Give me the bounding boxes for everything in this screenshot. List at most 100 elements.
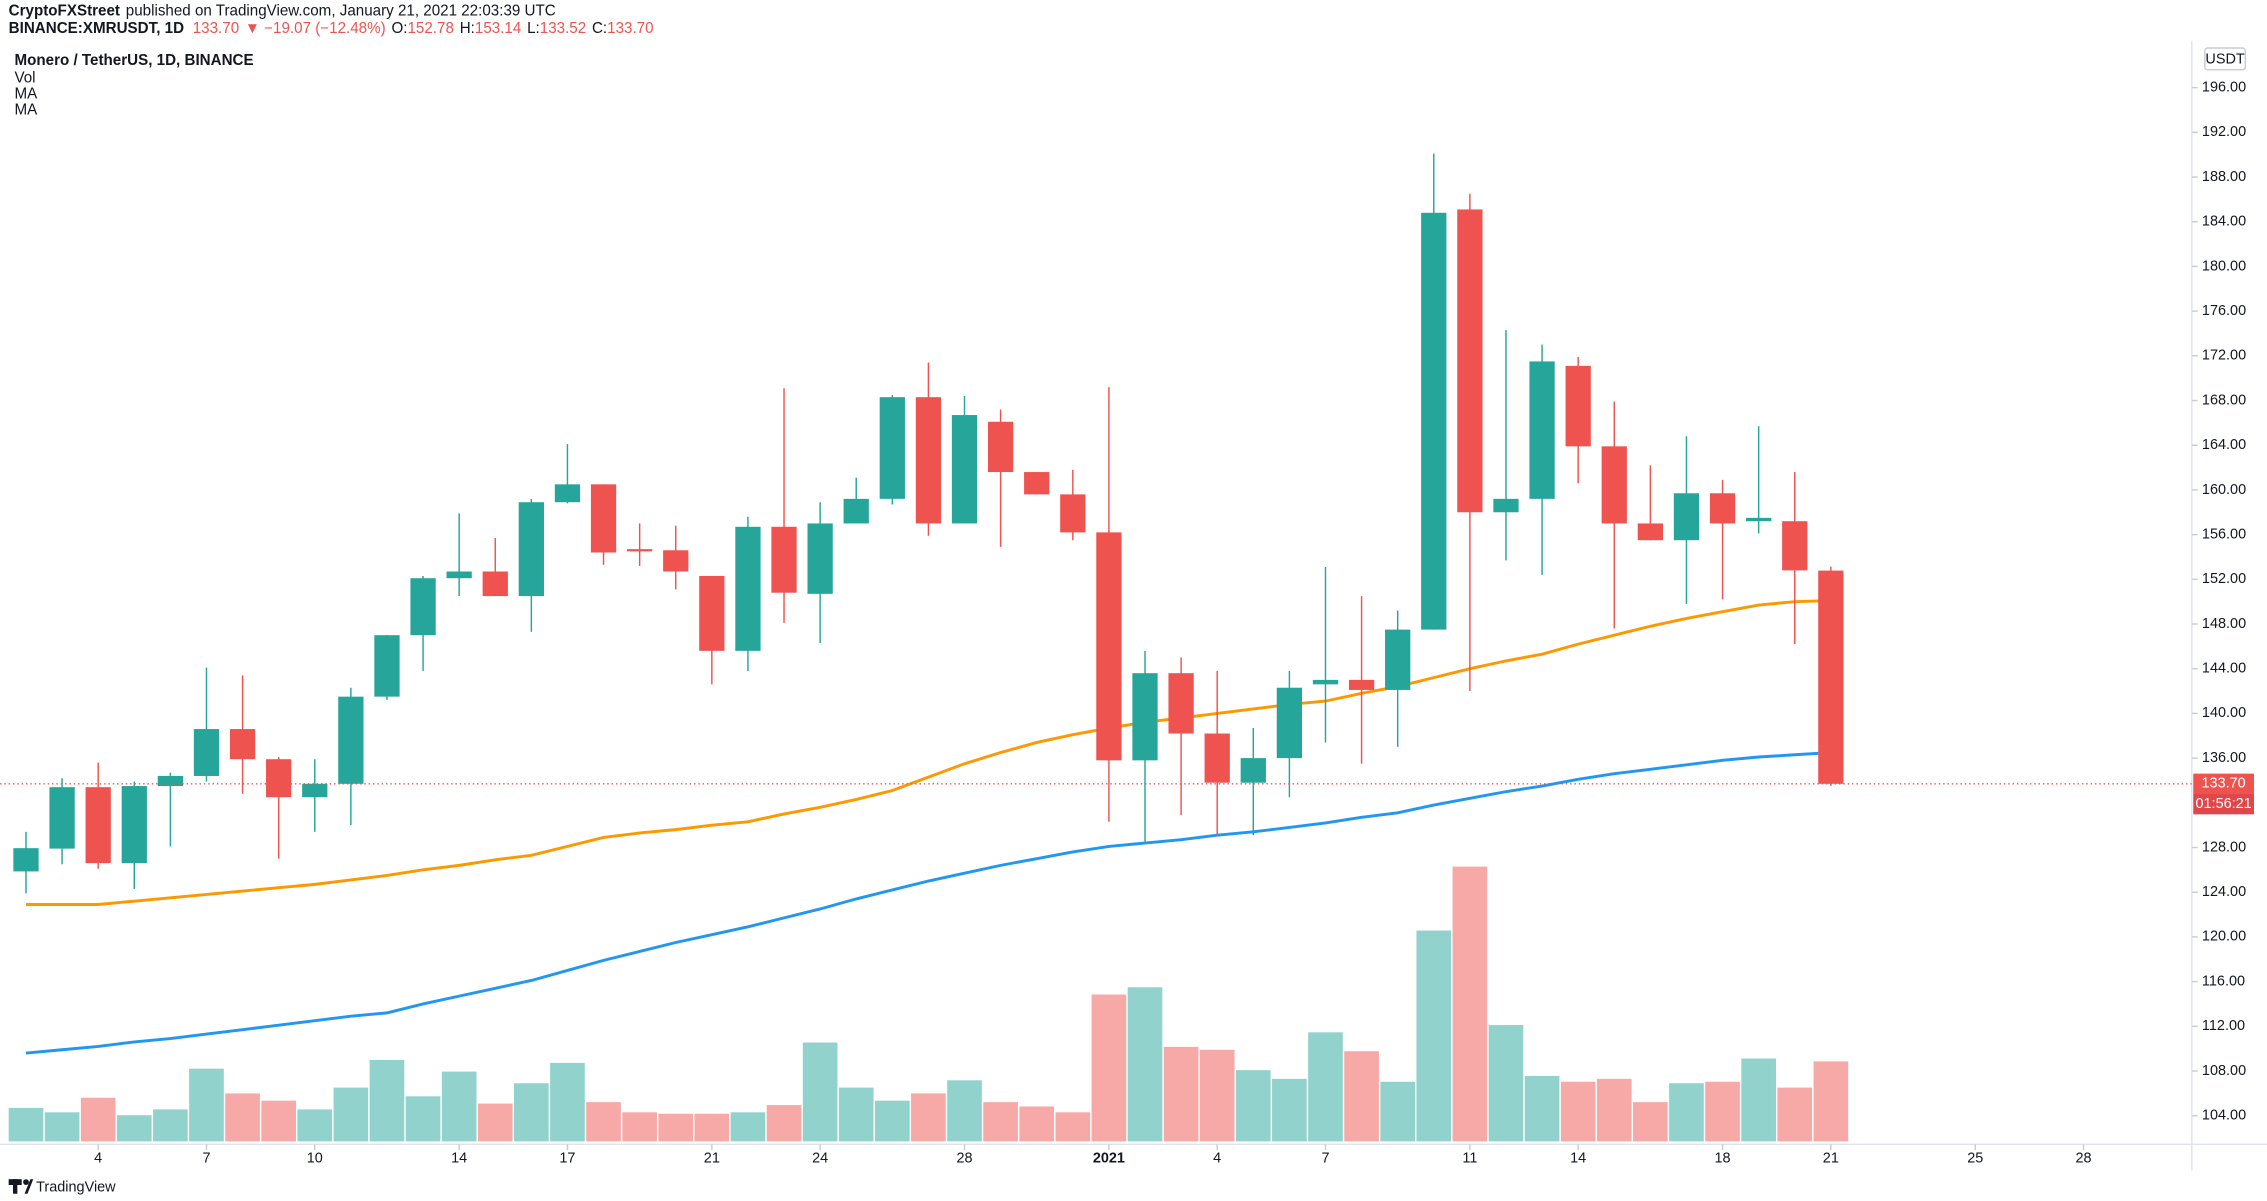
volume-bar — [586, 1102, 621, 1142]
y-tick-label: 116.00 — [2202, 973, 2245, 989]
last-price-box — [2193, 773, 2254, 794]
ohlc-value: 133.52 — [540, 20, 586, 37]
volume-bar — [1813, 1061, 1849, 1142]
volume-bar — [1235, 1070, 1271, 1142]
candle-body — [49, 787, 75, 849]
candle-body — [915, 397, 942, 524]
logo-icon — [13, 1179, 18, 1194]
x-tick-label: 28 — [956, 1151, 972, 1167]
candle-body — [627, 549, 653, 552]
candle-body — [518, 502, 544, 597]
volume-bar — [1308, 1032, 1343, 1142]
candle-body — [1276, 687, 1303, 759]
y-tick-label: 156.00 — [2202, 526, 2246, 542]
volume-bar — [116, 1115, 152, 1142]
volume-bar — [1127, 987, 1163, 1142]
x-tick-label: 11 — [1462, 1151, 1477, 1167]
logo-icon — [23, 1179, 29, 1186]
y-tick-label: 124.00 — [2202, 884, 2246, 900]
candle-body — [1132, 673, 1158, 761]
ohlc-label: C: — [592, 20, 607, 37]
volume-bar — [730, 1112, 766, 1142]
candle-body — [1240, 758, 1266, 783]
y-tick-label: 148.00 — [2202, 616, 2246, 632]
volume-bar — [477, 1103, 513, 1142]
volume-bar — [405, 1096, 441, 1142]
candle-body — [735, 526, 761, 651]
y-tick-label: 164.00 — [2202, 437, 2246, 453]
candle-body — [1637, 523, 1663, 541]
ohlc-label: L: — [527, 20, 540, 37]
volume-bar — [1199, 1049, 1235, 1142]
volume-bar — [189, 1068, 224, 1142]
volume-bar — [369, 1059, 405, 1142]
candle-body — [807, 523, 833, 594]
candle-body — [1024, 472, 1050, 495]
y-tick-label: 140.00 — [2202, 705, 2246, 721]
y-tick-label: 136.00 — [2202, 750, 2246, 766]
volume-bar — [80, 1097, 116, 1142]
x-tick-label: 2021 — [1093, 1151, 1125, 1167]
volume-bar — [622, 1112, 657, 1142]
y-tick-label: 180.00 — [2202, 258, 2246, 274]
volume-bar — [1777, 1087, 1813, 1142]
ohlc-label: O: — [391, 20, 407, 37]
x-tick-label: 7 — [202, 1151, 210, 1167]
volume-bar — [874, 1100, 910, 1142]
symbol: BINANCE:XMRUSDT, 1D — [9, 20, 184, 37]
last-price: 133.70 — [193, 20, 239, 37]
unit-box[interactable] — [2204, 47, 2247, 71]
candle-body — [554, 484, 581, 503]
candle-body — [1601, 446, 1627, 524]
legend-volume: Vol — [14, 70, 35, 87]
volume-bar — [1596, 1078, 1632, 1142]
candle-body — [482, 571, 508, 597]
candle-body — [157, 775, 184, 787]
candle-body — [338, 696, 364, 784]
candle-body — [85, 787, 111, 864]
volume-bar — [1019, 1106, 1055, 1142]
x-tick-label: 14 — [451, 1151, 467, 1167]
volume-bar — [225, 1093, 260, 1142]
legend-ma: MA — [14, 101, 38, 118]
volume-bar — [333, 1087, 369, 1142]
y-tick-label: 192.00 — [2202, 124, 2246, 140]
candle-body — [1204, 733, 1230, 783]
y-tick-label: 168.00 — [2202, 392, 2246, 408]
volume-bar — [1272, 1078, 1307, 1142]
volume-bar — [983, 1102, 1018, 1142]
candle-body — [879, 397, 905, 499]
candle-body — [1709, 493, 1736, 524]
volume-bar — [694, 1113, 730, 1142]
y-tick-label: 176.00 — [2202, 303, 2246, 319]
volume-bar — [1524, 1075, 1560, 1142]
logo: TradingView — [8, 1179, 116, 1196]
candle-body — [229, 729, 256, 760]
y-tick-label: 172.00 — [2202, 348, 2246, 364]
candle-body — [410, 578, 436, 636]
volume-bar — [44, 1112, 80, 1142]
volume-bar — [1163, 1046, 1199, 1142]
x-tick-label: 10 — [307, 1151, 323, 1167]
volume-bar — [1416, 930, 1452, 1142]
candle-body — [590, 484, 617, 553]
moving-average — [25, 599, 1831, 906]
unit-label: USDT — [2205, 51, 2244, 67]
candle-body — [1312, 679, 1339, 685]
volume-bar — [1452, 866, 1488, 1142]
y-tick-label: 104.00 — [2202, 1107, 2246, 1123]
change: ▼ −19.07 (−12.48%) — [245, 20, 386, 37]
x-tick-label: 18 — [1715, 1151, 1731, 1167]
volume-bar — [911, 1093, 946, 1142]
candle-body — [266, 759, 292, 798]
volume-bar — [1488, 1025, 1524, 1142]
chart-title: Monero / TetherUS, 1D, BINANCE — [14, 52, 253, 69]
volume-bar — [8, 1107, 44, 1142]
logo-text: TradingView — [36, 1180, 116, 1196]
candle-body — [987, 421, 1014, 473]
ohlc-value: 152.78 — [407, 20, 453, 37]
x-tick-label: 21 — [704, 1151, 720, 1167]
candle-body — [1818, 570, 1844, 784]
volume-bar — [441, 1071, 477, 1142]
candle-body — [1060, 494, 1086, 533]
